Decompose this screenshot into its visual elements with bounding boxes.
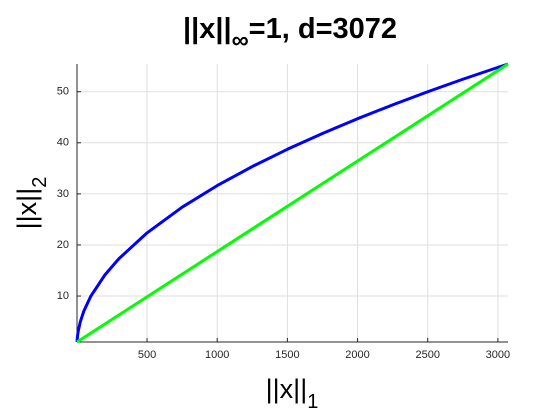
x-tick-label: 1000 xyxy=(205,349,229,361)
y-tick-label: 40 xyxy=(57,137,69,149)
y-tick-label: 30 xyxy=(57,188,69,200)
chart-title: ||x||∞=1, d=3072 xyxy=(183,13,397,54)
x-tick-label: 3000 xyxy=(486,349,510,361)
y-tick-label: 50 xyxy=(57,86,69,98)
x-tick-label: 500 xyxy=(138,349,156,361)
y-label-main: ||x|| xyxy=(12,188,42,230)
x-tick-label: 2000 xyxy=(345,349,369,361)
x-axis-label: ||x||1 xyxy=(266,374,319,413)
title-main: ||x|| xyxy=(183,13,232,45)
x-label-subscript: 1 xyxy=(307,391,318,413)
y-tick-label: 10 xyxy=(57,290,69,302)
line-series xyxy=(75,62,509,343)
title-rest: =1, d=3072 xyxy=(249,13,397,45)
x-tick-label: 2500 xyxy=(415,349,439,361)
y-axis-label: ||x||2 xyxy=(12,177,51,230)
x-tick-label: 1500 xyxy=(275,349,299,361)
x-label-main: ||x|| xyxy=(266,374,308,404)
y-tick-label: 20 xyxy=(57,239,69,251)
line-series xyxy=(76,62,509,344)
title-subscript: ∞ xyxy=(232,27,249,54)
y-label-subscript: 2 xyxy=(29,177,51,188)
